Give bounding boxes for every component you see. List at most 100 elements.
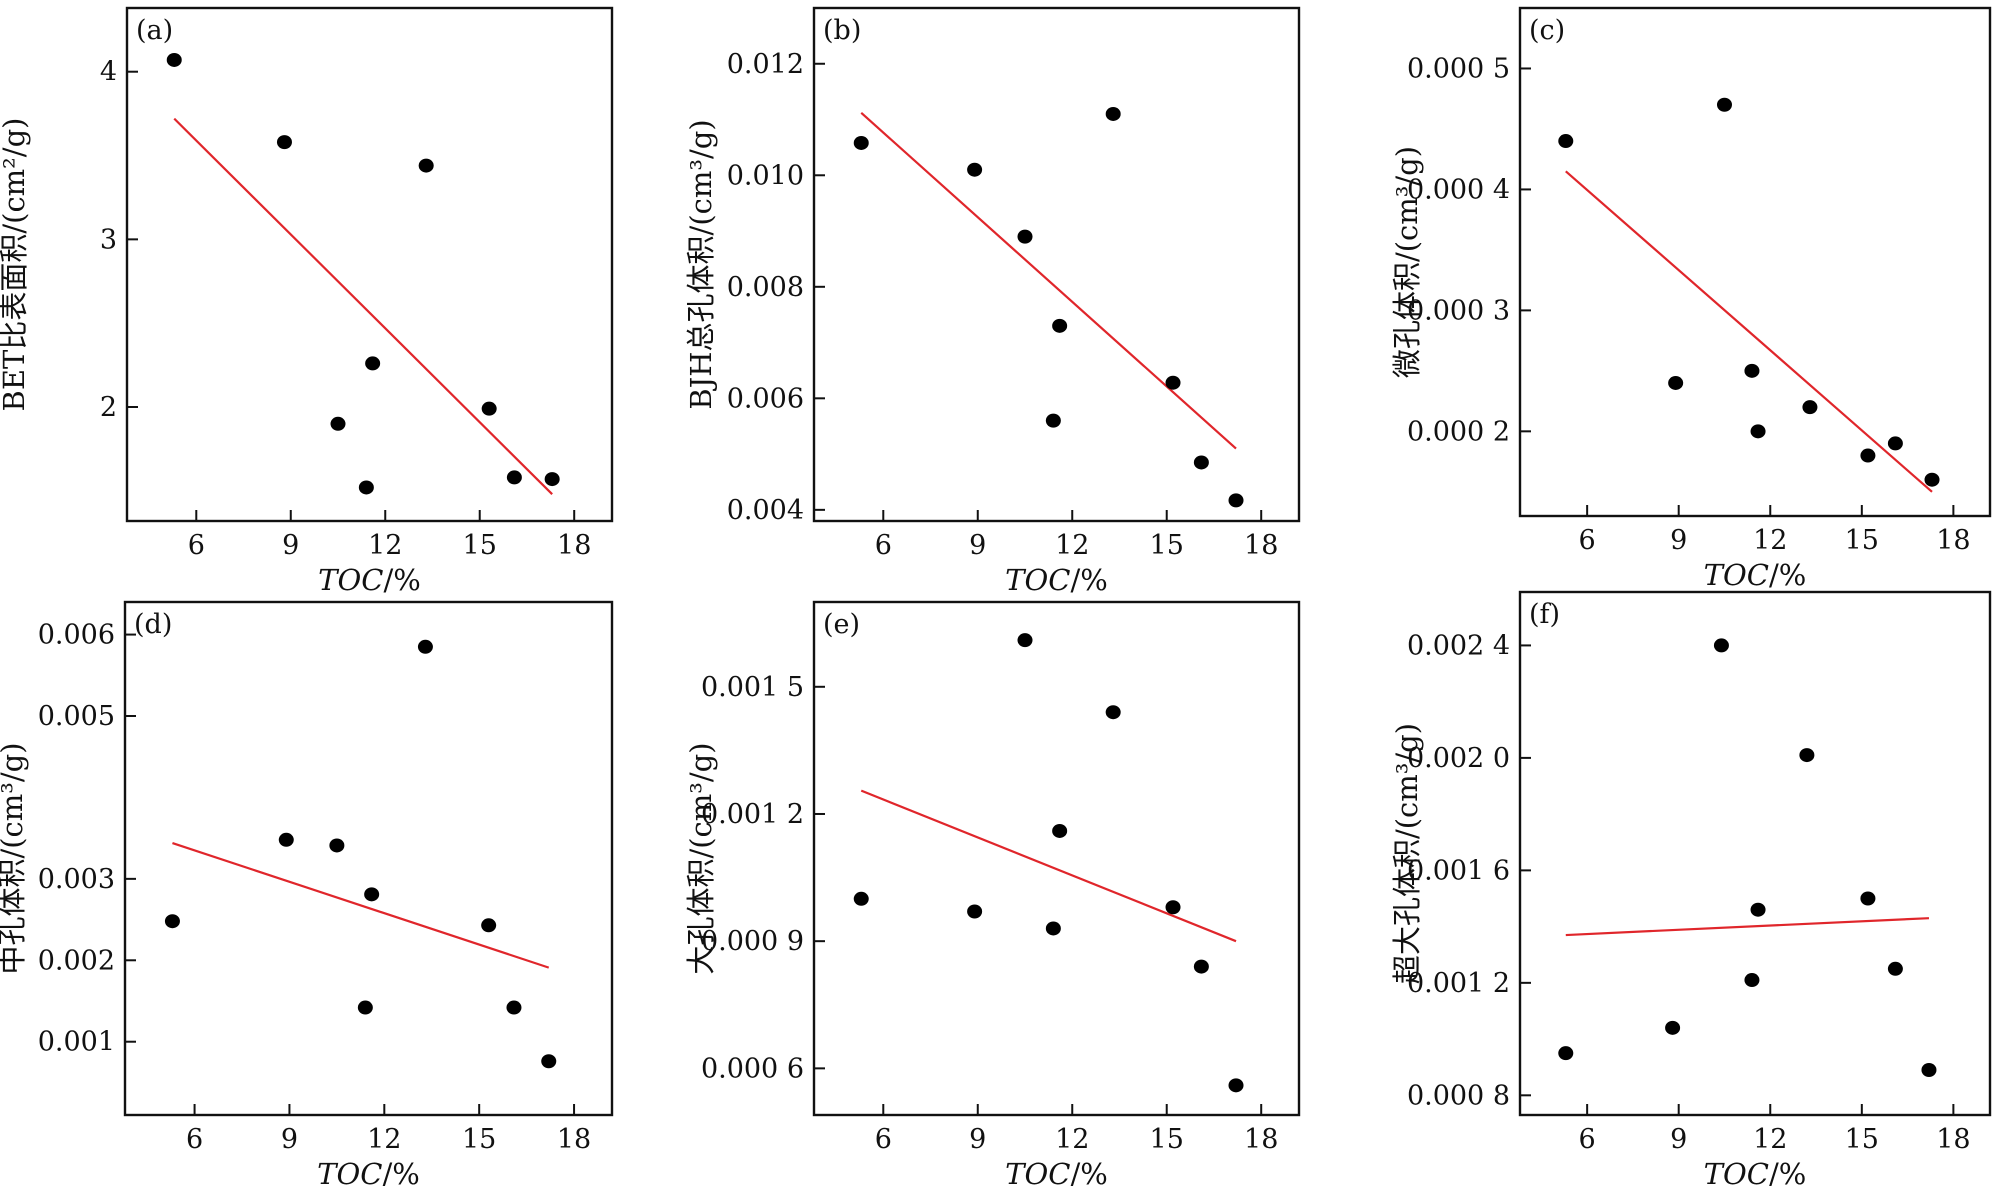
- y-tick-label: 0.002 0: [1407, 743, 1510, 774]
- chart-panel-e: 6 9 12 15 18 0.000 6 0.000 9 0.001 2 0.001 5 (e) T…: [684, 600, 1301, 1186]
- data-point: [1713, 638, 1729, 653]
- x-tick-label: 12: [368, 530, 402, 561]
- x-tick-label: 9: [1670, 1124, 1687, 1155]
- x-tick-label: 18: [1936, 1124, 1970, 1155]
- y-tick-label: 0.008: [727, 272, 804, 303]
- x-tick-label: 15: [1845, 525, 1879, 556]
- x-tick-label: 18: [1244, 530, 1278, 561]
- panel-label: (e): [823, 609, 860, 640]
- data-point: [1887, 961, 1903, 976]
- data-point: [1799, 748, 1815, 763]
- x-tick-label: 6: [186, 1124, 203, 1155]
- data-point: [1052, 823, 1068, 838]
- x-tick-label: 18: [557, 1124, 591, 1155]
- x-tick-label: 6: [1579, 525, 1596, 556]
- data-point: [1228, 493, 1244, 508]
- x-tick-label: 15: [463, 530, 497, 561]
- data-point: [417, 639, 433, 654]
- y-tick-label: 0.000 5: [1407, 53, 1510, 84]
- y-tick-label: 0.010: [727, 160, 804, 191]
- data-point: [1052, 318, 1068, 333]
- y-tick-label: 0.003: [38, 864, 115, 895]
- x-tick-label: 12: [367, 1124, 401, 1155]
- x-axis-title: TOC/%: [1704, 558, 1807, 592]
- y-tick-label: 0.006: [38, 620, 115, 651]
- chart-panel-b: 6 9 12 15 18 0.004 0.006 0.008 0.010 0.012 (b) TOC/…: [684, 6, 1301, 597]
- data-point: [544, 472, 560, 487]
- data-point: [853, 891, 869, 906]
- data-point: [481, 918, 497, 933]
- x-tick-label: 18: [1936, 525, 1970, 556]
- data-point: [967, 162, 983, 177]
- y-tick-label: 0.001 2: [701, 799, 804, 830]
- x-tick-label: 9: [282, 530, 299, 561]
- x-axis-title: TOC/%: [1704, 1157, 1807, 1186]
- data-point: [1668, 375, 1684, 390]
- y-axis-title: 大孔体积/(cm³/g): [684, 742, 718, 974]
- chart-panel-d: 6 9 12 15 18 0.001 0.002 0.003 0.005 0.006 (d) TOC/…: [0, 600, 614, 1186]
- x-axis-title: TOC/%: [1005, 1157, 1108, 1186]
- data-point: [1887, 436, 1903, 451]
- data-point: [164, 914, 180, 929]
- data-point: [166, 52, 182, 67]
- data-point: [1045, 413, 1061, 428]
- x-tick-label: 9: [281, 1124, 298, 1155]
- data-point: [967, 904, 983, 919]
- x-tick-label: 9: [969, 1124, 986, 1155]
- fit-line: [860, 112, 1237, 450]
- y-tick-label: 0.006: [727, 383, 804, 414]
- y-tick-label: 0.002: [38, 945, 115, 976]
- data-point: [418, 158, 434, 173]
- y-tick-label: 3: [100, 224, 117, 255]
- x-tick-label: 12: [1055, 1124, 1089, 1155]
- plot-frame: [123, 600, 614, 1117]
- y-axis-title: 微孔体积/(cm³/g): [1390, 146, 1424, 378]
- data-point: [276, 135, 292, 150]
- data-point: [1750, 424, 1766, 439]
- x-tick-label: 6: [875, 1124, 892, 1155]
- y-tick-label: 0.004: [727, 495, 804, 526]
- y-tick-label: 0.000 3: [1407, 295, 1510, 326]
- data-point: [1017, 633, 1033, 648]
- x-axis-title: TOC/%: [317, 1157, 420, 1186]
- data-point: [1193, 455, 1209, 470]
- data-point: [1228, 1078, 1244, 1093]
- panel-label: (d): [134, 609, 172, 640]
- x-tick-label: 12: [1753, 1124, 1787, 1155]
- data-point: [1045, 921, 1061, 936]
- data-point: [329, 838, 345, 853]
- data-point: [1802, 400, 1818, 415]
- y-tick-label: 4: [100, 57, 117, 88]
- x-tick-label: 6: [188, 530, 205, 561]
- y-tick-label: 0.001 5: [701, 672, 804, 703]
- x-axis-title: TOC/%: [318, 563, 421, 597]
- x-tick-label: 15: [1150, 530, 1184, 561]
- data-point: [1750, 902, 1766, 917]
- y-axis-title: BJH总孔体积/(cm³/g): [684, 119, 718, 409]
- data-point: [357, 1000, 373, 1015]
- data-point: [358, 480, 374, 495]
- x-tick-label: 15: [1845, 1124, 1879, 1155]
- x-tick-label: 6: [875, 530, 892, 561]
- panel-label: (b): [823, 15, 861, 46]
- data-point: [1921, 1063, 1937, 1078]
- data-point: [481, 401, 497, 416]
- plot-frame: [812, 600, 1301, 1117]
- data-point: [1165, 900, 1181, 915]
- data-point: [1665, 1020, 1681, 1035]
- chart-panel-c: 6 9 12 15 18 0.000 2 0.000 3 0.000 4 0.000 5 (c) T…: [1390, 6, 1992, 592]
- plot-frame: [125, 6, 614, 523]
- data-point: [278, 832, 294, 847]
- data-point: [506, 1000, 522, 1015]
- fit-line: [1565, 917, 1930, 937]
- data-point: [541, 1054, 557, 1069]
- y-tick-label: 0.001 6: [1407, 855, 1510, 886]
- y-tick-label: 0.001 2: [1407, 968, 1510, 999]
- x-tick-label: 9: [1670, 525, 1687, 556]
- panel-label: (f): [1529, 599, 1560, 630]
- data-point: [1744, 363, 1760, 378]
- data-point: [1193, 959, 1209, 974]
- data-point: [1924, 472, 1940, 487]
- data-point: [1017, 229, 1033, 244]
